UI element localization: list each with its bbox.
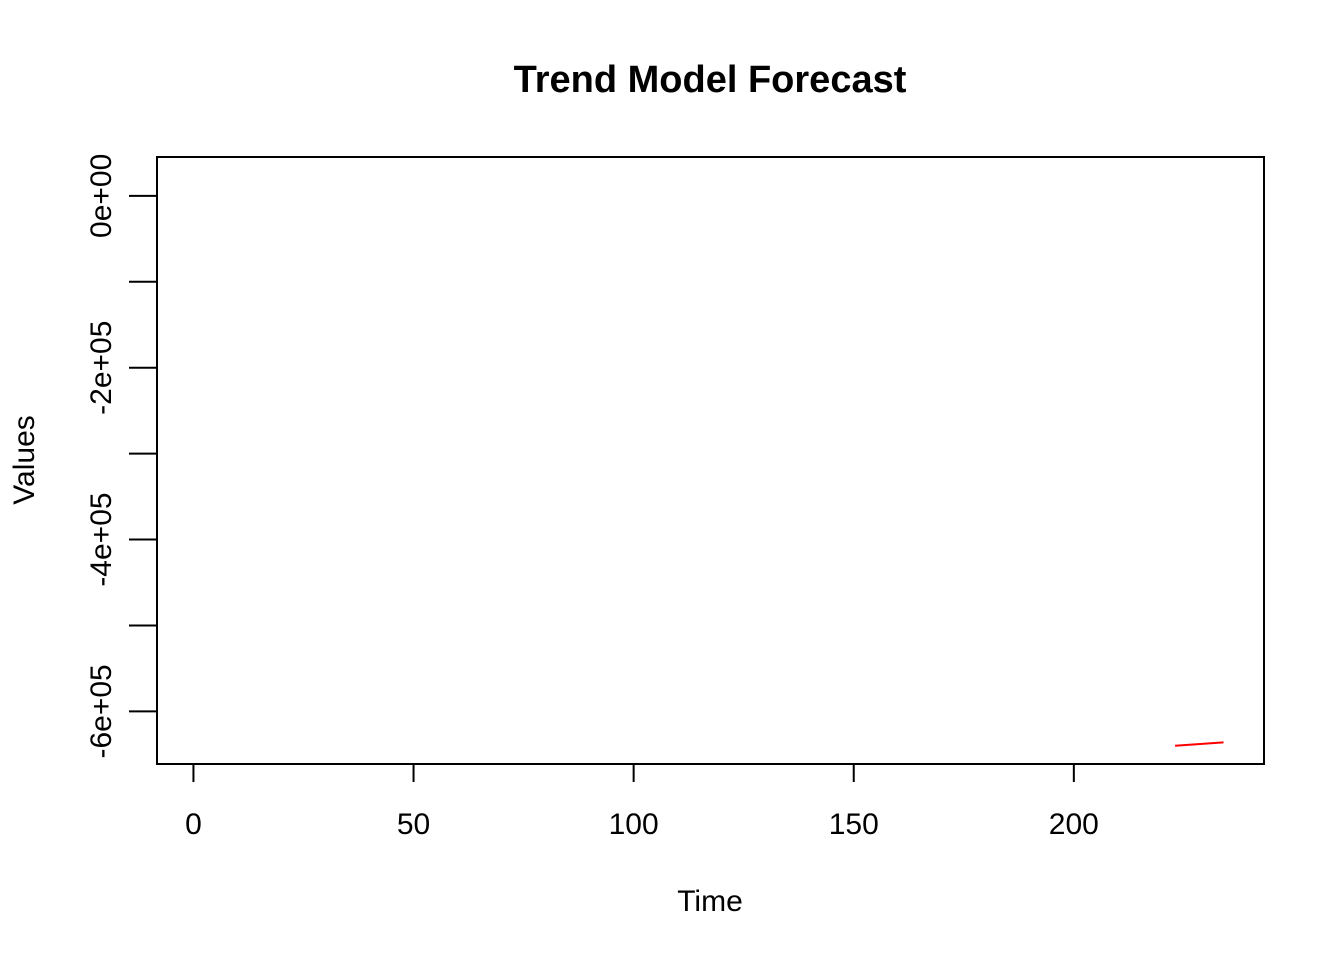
x-tick-label: 50 xyxy=(397,808,430,841)
y-axis: 0e+00 -2e+05 -4e+05 -6e+05 xyxy=(85,154,158,759)
x-tick-label: 150 xyxy=(829,808,879,841)
y-axis-label: Values xyxy=(8,415,41,505)
x-axis: 0 50 100 150 200 xyxy=(185,763,1099,841)
y-tick-label: -6e+05 xyxy=(85,664,118,758)
x-tick-label: 0 xyxy=(185,808,202,841)
x-axis-label: Time xyxy=(677,885,743,918)
forecast-line xyxy=(1175,741,1224,747)
y-tick-label: -4e+05 xyxy=(85,492,118,586)
x-tick-label: 100 xyxy=(609,808,659,841)
chart-title: Trend Model Forecast xyxy=(514,59,907,101)
y-tick-label: -2e+05 xyxy=(85,321,118,415)
series-layer xyxy=(1175,741,1224,747)
x-tick-label: 200 xyxy=(1049,808,1099,841)
y-tick-label: 0e+00 xyxy=(85,154,118,238)
plot-frame xyxy=(156,156,1265,765)
